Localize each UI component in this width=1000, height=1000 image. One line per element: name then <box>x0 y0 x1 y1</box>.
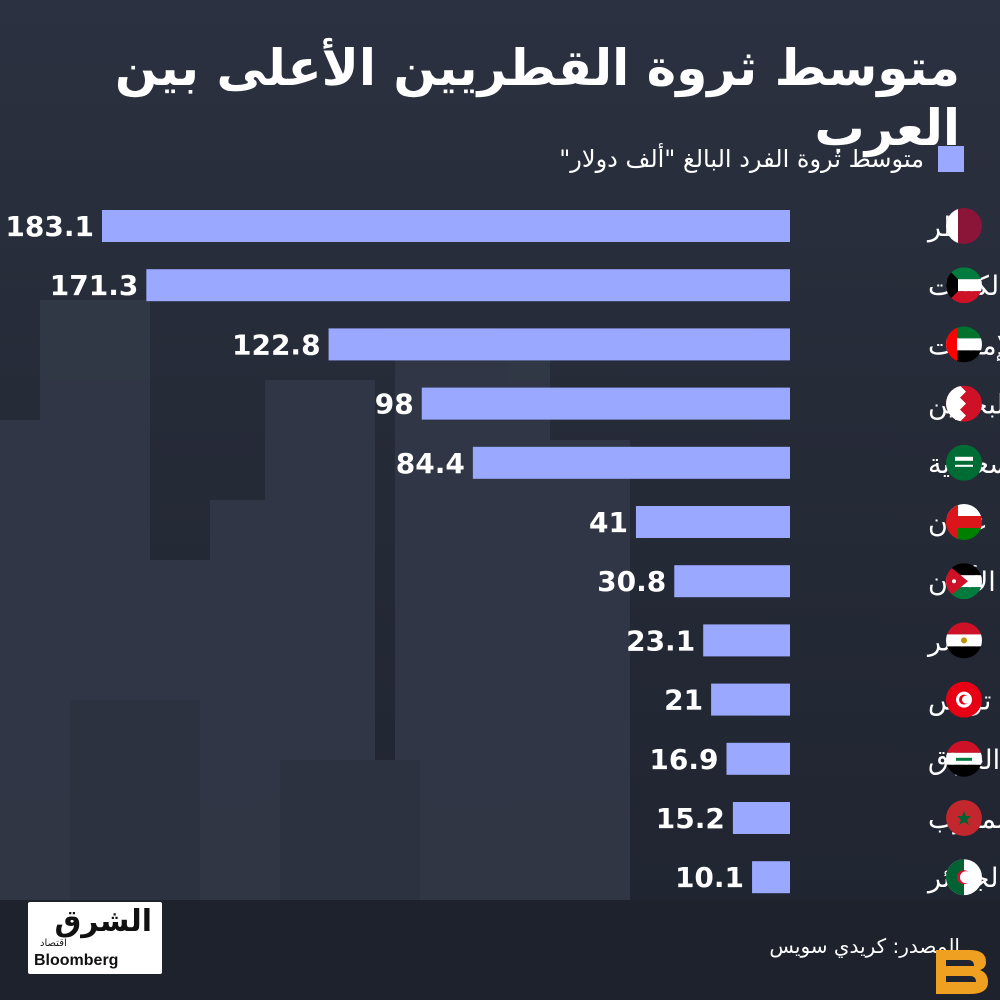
chart-title: متوسط ثروة القطريين الأعلى بين العرب <box>114 39 960 157</box>
legend: متوسط ثروة الفرد البالغ "ألف دولار" <box>559 142 964 176</box>
bar <box>732 802 790 834</box>
qatar-flag-icon <box>946 208 982 244</box>
bar <box>472 446 790 479</box>
data-label: 16.9 <box>649 743 718 776</box>
bar-row: 98البحرين <box>375 385 1000 422</box>
logo-sub-text: اقتصاد <box>40 938 67 949</box>
bar <box>421 387 790 420</box>
bar-row: 21تونس <box>664 681 991 718</box>
oman-flag-icon <box>946 504 982 540</box>
data-label: 15.2 <box>656 802 725 835</box>
data-label: 23.1 <box>626 624 695 657</box>
egypt-flag-icon <box>946 622 982 659</box>
legend-swatch <box>938 146 964 172</box>
bar-row: 84.4السعودية <box>396 444 1000 481</box>
bar-row: 41عمان <box>589 504 988 540</box>
data-label: 41 <box>589 506 628 539</box>
bar <box>102 210 790 242</box>
data-label: 122.8 <box>232 328 321 361</box>
bar-row: 15.2المغرب <box>656 800 1000 836</box>
data-label: 171.3 <box>50 269 139 302</box>
data-label: 30.8 <box>597 565 666 598</box>
bar <box>752 861 790 894</box>
logo-main-text: الشرق <box>54 904 152 939</box>
data-label: 183.1 <box>5 210 94 243</box>
data-label: 84.4 <box>396 447 465 480</box>
tunisia-flag-icon <box>946 681 982 718</box>
bar <box>674 565 790 598</box>
bar <box>711 683 790 716</box>
iraq-flag-icon <box>946 740 982 777</box>
source-note: المصدر: كريدي سويس <box>769 934 960 958</box>
bar-row: 30.8الأردن <box>597 563 996 600</box>
bar <box>726 742 790 775</box>
saudi-flag-icon <box>946 444 982 481</box>
morocco-flag-icon <box>946 800 982 836</box>
bar-row: 16.9العراق <box>649 740 1000 777</box>
bar <box>703 624 790 657</box>
watermark-logo <box>936 950 988 994</box>
bar-row: 10.1الجزائر <box>675 859 1000 896</box>
bar-row: 23.1مصر <box>626 622 982 659</box>
bar <box>635 506 790 538</box>
bar-row: 183.1قطر <box>5 208 982 244</box>
bar-row: 171.3الكويت <box>50 267 1000 304</box>
data-label: 10.1 <box>675 861 744 894</box>
bar-row: 122.8الإمارات <box>232 326 1000 363</box>
bahrain-flag-icon <box>946 385 982 422</box>
algeria-flag-icon <box>946 859 982 896</box>
kuwait-flag-icon <box>946 267 982 304</box>
bar <box>328 328 790 361</box>
bar <box>146 269 790 302</box>
legend-label: متوسط ثروة الفرد البالغ "ألف دولار" <box>559 145 924 173</box>
data-label: 21 <box>664 684 703 717</box>
data-label: 98 <box>375 388 414 421</box>
logo-brand-text: Bloomberg <box>34 952 119 969</box>
jordan-flag-icon <box>946 563 982 600</box>
uae-flag-icon <box>946 326 982 363</box>
asharq-bloomberg-logo: الشرق اقتصاد Bloomberg <box>28 902 162 974</box>
